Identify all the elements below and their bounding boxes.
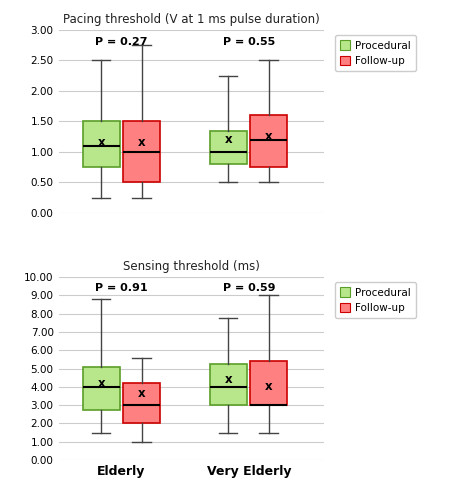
Text: P = 0.55: P = 0.55 — [223, 38, 275, 48]
Text: x: x — [265, 380, 272, 394]
PathPatch shape — [250, 361, 287, 405]
Text: x: x — [138, 386, 145, 400]
PathPatch shape — [210, 130, 247, 164]
Text: x: x — [265, 130, 272, 143]
Title: Pacing threshold (V at 1 ms pulse duration): Pacing threshold (V at 1 ms pulse durati… — [63, 13, 320, 26]
Legend: Procedural, Follow-up: Procedural, Follow-up — [334, 35, 416, 72]
PathPatch shape — [123, 383, 160, 424]
Text: x: x — [138, 136, 145, 149]
Text: P = 0.27: P = 0.27 — [95, 38, 148, 48]
Text: P = 0.59: P = 0.59 — [223, 284, 275, 294]
Legend: Procedural, Follow-up: Procedural, Follow-up — [334, 282, 416, 319]
PathPatch shape — [210, 364, 247, 405]
Text: x: x — [225, 134, 232, 146]
Title: Sensing threshold (ms): Sensing threshold (ms) — [123, 260, 260, 273]
PathPatch shape — [250, 116, 287, 167]
PathPatch shape — [83, 122, 120, 167]
Text: x: x — [97, 136, 105, 149]
PathPatch shape — [83, 366, 120, 410]
Text: x: x — [225, 373, 232, 386]
Text: x: x — [97, 376, 105, 390]
PathPatch shape — [123, 122, 160, 182]
Text: P = 0.91: P = 0.91 — [95, 284, 148, 294]
